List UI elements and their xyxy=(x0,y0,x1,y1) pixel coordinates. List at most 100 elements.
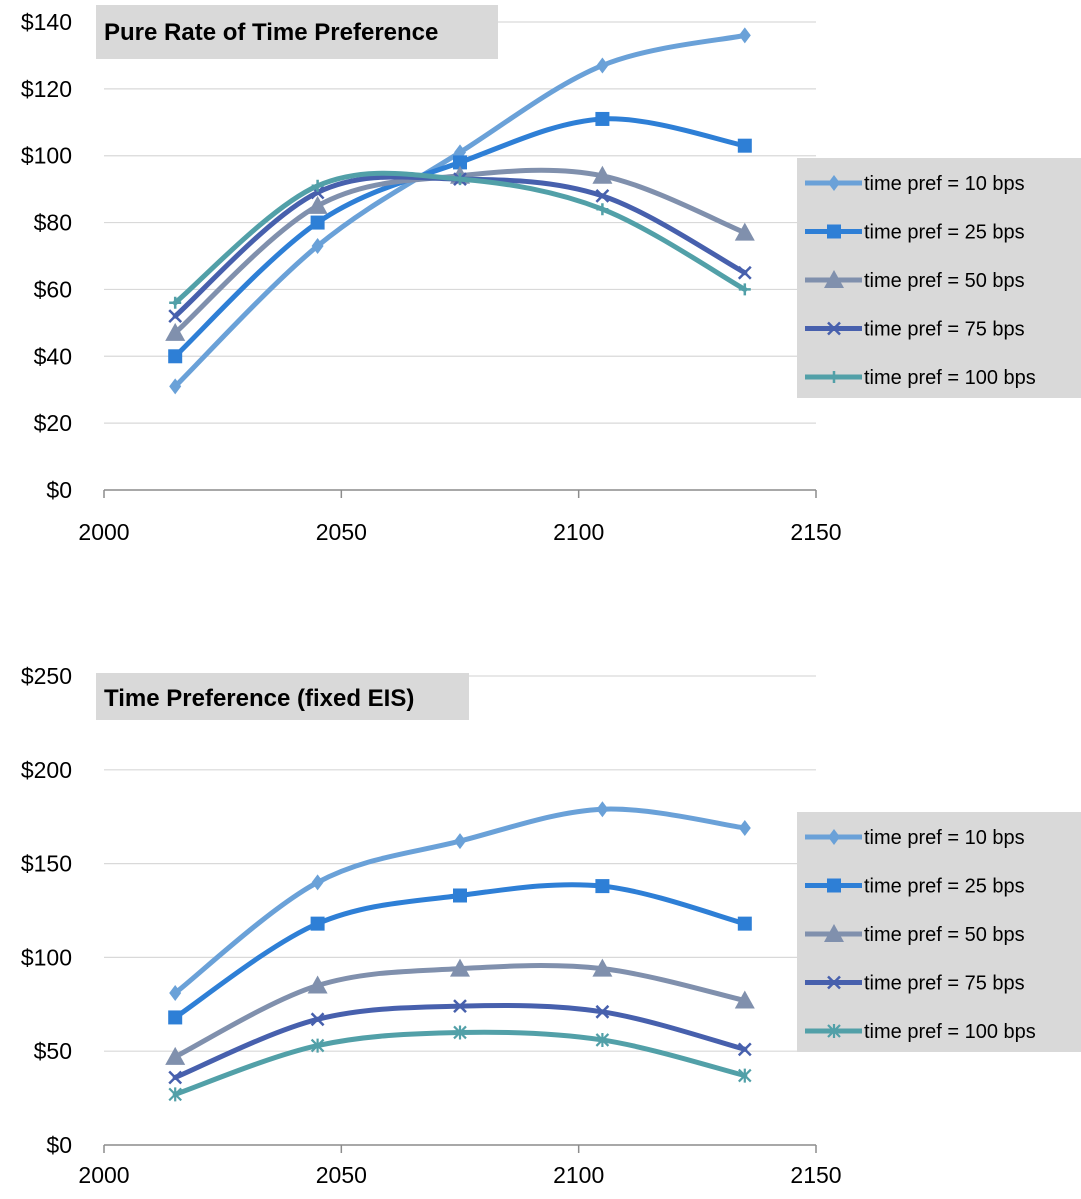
series-2 xyxy=(168,879,752,1025)
series-2 xyxy=(168,111,752,364)
marker-asterisk xyxy=(168,1087,182,1102)
marker-asterisk xyxy=(453,1025,467,1040)
legend-label: time pref = 25 bps xyxy=(864,222,1025,244)
marker-square xyxy=(737,138,752,153)
series-4 xyxy=(168,999,752,1085)
series-3 xyxy=(165,958,755,1065)
chart-title: Pure Rate of Time Preference xyxy=(104,19,438,46)
chart-title-background xyxy=(96,5,498,59)
legend-entry: time pref = 25 bps xyxy=(805,876,1025,898)
marker-diamond xyxy=(828,175,840,191)
marker-x xyxy=(310,1012,325,1027)
marker-x xyxy=(595,1004,610,1019)
marker-x xyxy=(737,1042,752,1057)
marker-x xyxy=(168,1070,183,1085)
chart-title: Time Preference (fixed EIS) xyxy=(104,685,414,712)
marker-triangle xyxy=(592,958,613,977)
legend-label: time pref = 100 bps xyxy=(864,367,1036,389)
marker-triangle xyxy=(165,322,186,341)
y-tick-label: $120 xyxy=(21,76,72,102)
marker-x xyxy=(827,975,841,990)
x-tick-label: 2100 xyxy=(553,519,604,545)
y-tick-label: $0 xyxy=(46,1132,72,1158)
legend-entry: time pref = 75 bps xyxy=(805,973,1025,995)
legend: time pref = 10 bps time pref = 25 bps time… xyxy=(797,812,1081,1052)
legend-label: time pref = 75 bps xyxy=(864,973,1025,995)
marker-square xyxy=(737,916,752,931)
marker-x xyxy=(827,321,841,336)
series-line xyxy=(172,882,748,1020)
marker-square xyxy=(310,215,325,230)
y-tick-label: $100 xyxy=(21,143,72,169)
legend-label: time pref = 25 bps xyxy=(864,876,1025,898)
legend-entry: time pref = 50 bps xyxy=(805,270,1025,292)
legend-entry: time pref = 25 bps xyxy=(805,222,1025,244)
marker-diamond xyxy=(738,819,751,836)
marker-plus xyxy=(596,203,609,216)
series-line xyxy=(172,963,748,1060)
chart-1: $0 $20 $40 $60 $80 $100 $120 $140 2000 2050 2100 21… xyxy=(21,5,1081,545)
legend-label: time pref = 75 bps xyxy=(864,319,1025,341)
marker-plus xyxy=(828,371,840,383)
legend-entry: time pref = 10 bps xyxy=(805,173,1025,195)
marker-square xyxy=(595,111,610,126)
marker-square xyxy=(827,878,841,893)
legend-entry: time pref = 10 bps xyxy=(805,827,1025,849)
marker-plus xyxy=(311,179,324,192)
marker-x xyxy=(595,188,610,203)
marker-diamond xyxy=(596,801,609,818)
marker-diamond xyxy=(738,27,751,44)
legend-entry: time pref = 75 bps xyxy=(805,319,1025,341)
marker-square xyxy=(453,888,467,903)
x-tick-label: 2150 xyxy=(790,1162,841,1188)
x-tick-label: 2000 xyxy=(78,1162,129,1188)
marker-diamond xyxy=(596,57,609,74)
y-tick-label: $20 xyxy=(34,410,72,436)
marker-diamond xyxy=(454,833,466,850)
legend-label: time pref = 10 bps xyxy=(864,173,1025,195)
marker-square xyxy=(453,155,467,170)
y-tick-label: $40 xyxy=(34,343,72,369)
series-1 xyxy=(169,27,751,395)
chart-2: $0 $50 $100 $150 $200 $250 2000 2050 2100 2150 Tim… xyxy=(21,663,1081,1188)
chart-title-background xyxy=(96,673,469,720)
legend-label: time pref = 50 bps xyxy=(864,270,1025,292)
y-tick-label: $150 xyxy=(21,851,72,877)
legend-label: time pref = 100 bps xyxy=(864,1021,1036,1043)
marker-triangle xyxy=(307,195,328,214)
series-line xyxy=(172,1002,748,1080)
marker-square xyxy=(168,1010,183,1025)
marker-x xyxy=(168,309,183,324)
legend-label: time pref = 50 bps xyxy=(864,924,1025,946)
marker-triangle xyxy=(165,1046,186,1065)
y-tick-label: $200 xyxy=(21,757,72,783)
x-tick-label: 2100 xyxy=(553,1162,604,1188)
marker-triangle xyxy=(734,990,755,1009)
marker-plus xyxy=(454,173,466,186)
legend: time pref = 10 bps time pref = 25 bps time… xyxy=(797,158,1081,398)
series-line xyxy=(172,167,748,336)
legend-entry: time pref = 100 bps xyxy=(805,367,1036,389)
marker-diamond xyxy=(828,829,840,845)
marker-asterisk xyxy=(595,1032,610,1047)
marker-x xyxy=(737,265,752,280)
marker-plus xyxy=(169,296,182,309)
marker-triangle xyxy=(824,924,844,942)
y-tick-label: $80 xyxy=(34,210,72,236)
marker-asterisk xyxy=(738,1068,752,1083)
marker-diamond xyxy=(311,237,324,254)
y-tick-label: $250 xyxy=(21,663,72,689)
y-tick-label: $100 xyxy=(21,944,72,970)
marker-triangle xyxy=(592,165,613,184)
x-tick-label: 2050 xyxy=(316,519,367,545)
x-tick-label: 2050 xyxy=(316,1162,367,1188)
marker-triangle xyxy=(824,270,844,288)
marker-square xyxy=(310,916,325,931)
legend-entry: time pref = 100 bps xyxy=(805,1021,1036,1043)
series-3 xyxy=(165,165,755,341)
marker-square xyxy=(168,349,183,364)
marker-triangle xyxy=(450,958,470,977)
legend-entry: time pref = 50 bps xyxy=(805,924,1025,946)
marker-plus xyxy=(738,283,751,296)
